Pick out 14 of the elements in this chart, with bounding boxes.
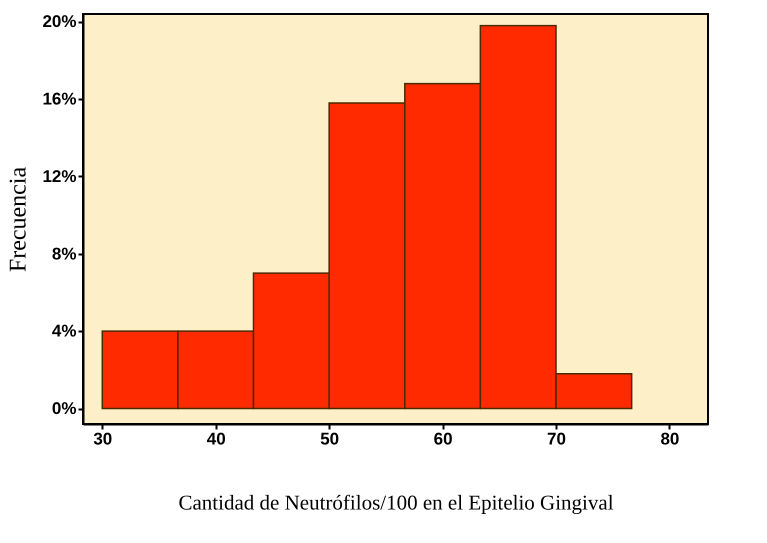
x-tick-label: 80	[660, 430, 680, 448]
y-tick-label: 12%	[42, 166, 76, 186]
x-tick-label: 30	[93, 430, 112, 448]
y-tick-label: 4%	[52, 322, 76, 341]
y-tick-label: 16%	[42, 90, 76, 109]
y-tick-label: 20%	[42, 12, 76, 32]
x-tick-label: 40	[206, 430, 226, 448]
x-tick-label: 60	[434, 430, 453, 448]
x-tick-label: 50	[320, 430, 340, 448]
y-tick-label: 0%	[52, 399, 76, 418]
x-tick-label: 70	[547, 430, 566, 448]
y-tick-label: 8%	[52, 244, 76, 264]
y-axis-title: Frecuencia	[5, 166, 32, 272]
x-axis-title: Cantidad de Neutrófilos/100 en el Epitelio Gingival	[178, 490, 614, 514]
